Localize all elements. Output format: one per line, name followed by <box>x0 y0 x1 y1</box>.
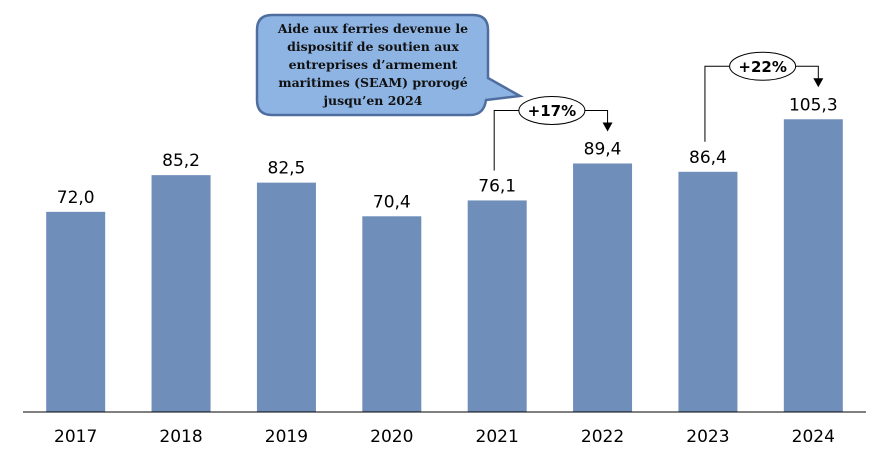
callout-text: Aide aux ferries devenue le dispositif d… <box>277 21 469 108</box>
bar-2024 <box>783 119 843 413</box>
bar-2023 <box>678 171 738 412</box>
bar-2019 <box>256 182 316 412</box>
value-label-2020: 70,4 <box>373 192 411 212</box>
growth-ellipse <box>729 51 797 81</box>
category-label-2024: 2024 <box>792 427 835 447</box>
value-label-2024: 105,3 <box>789 95 838 115</box>
category-label-2021: 2021 <box>476 427 519 447</box>
value-label-2018: 85,2 <box>162 151 200 171</box>
bar-2017 <box>46 211 106 412</box>
category-label-2020: 2020 <box>370 427 413 447</box>
bar-2018 <box>151 175 211 412</box>
bar-2021 <box>467 200 527 412</box>
arrow-down-icon <box>813 78 824 88</box>
bar-2020 <box>362 216 422 412</box>
value-label-2019: 82,5 <box>268 159 306 179</box>
growth-annotation-2023-2024: +22% <box>704 51 824 142</box>
value-label-2021: 76,1 <box>478 176 516 196</box>
growth-label: +22% <box>738 58 786 76</box>
growth-label: +17% <box>528 102 576 120</box>
category-label-2018: 2018 <box>159 427 202 447</box>
callout-bubble <box>255 13 524 117</box>
value-label-2022: 89,4 <box>584 139 622 159</box>
category-label-2023: 2023 <box>686 427 729 447</box>
bar-2022 <box>573 163 633 412</box>
arrow-down-icon <box>602 122 613 132</box>
value-label-2017: 72,0 <box>57 188 95 208</box>
growth-annotation-2021-2022: +17% <box>493 95 613 171</box>
growth-ellipse <box>518 95 586 125</box>
category-label-2022: 2022 <box>581 427 624 447</box>
category-label-2017: 2017 <box>54 427 97 447</box>
category-label-2019: 2019 <box>265 427 308 447</box>
value-label-2023: 86,4 <box>689 148 727 168</box>
